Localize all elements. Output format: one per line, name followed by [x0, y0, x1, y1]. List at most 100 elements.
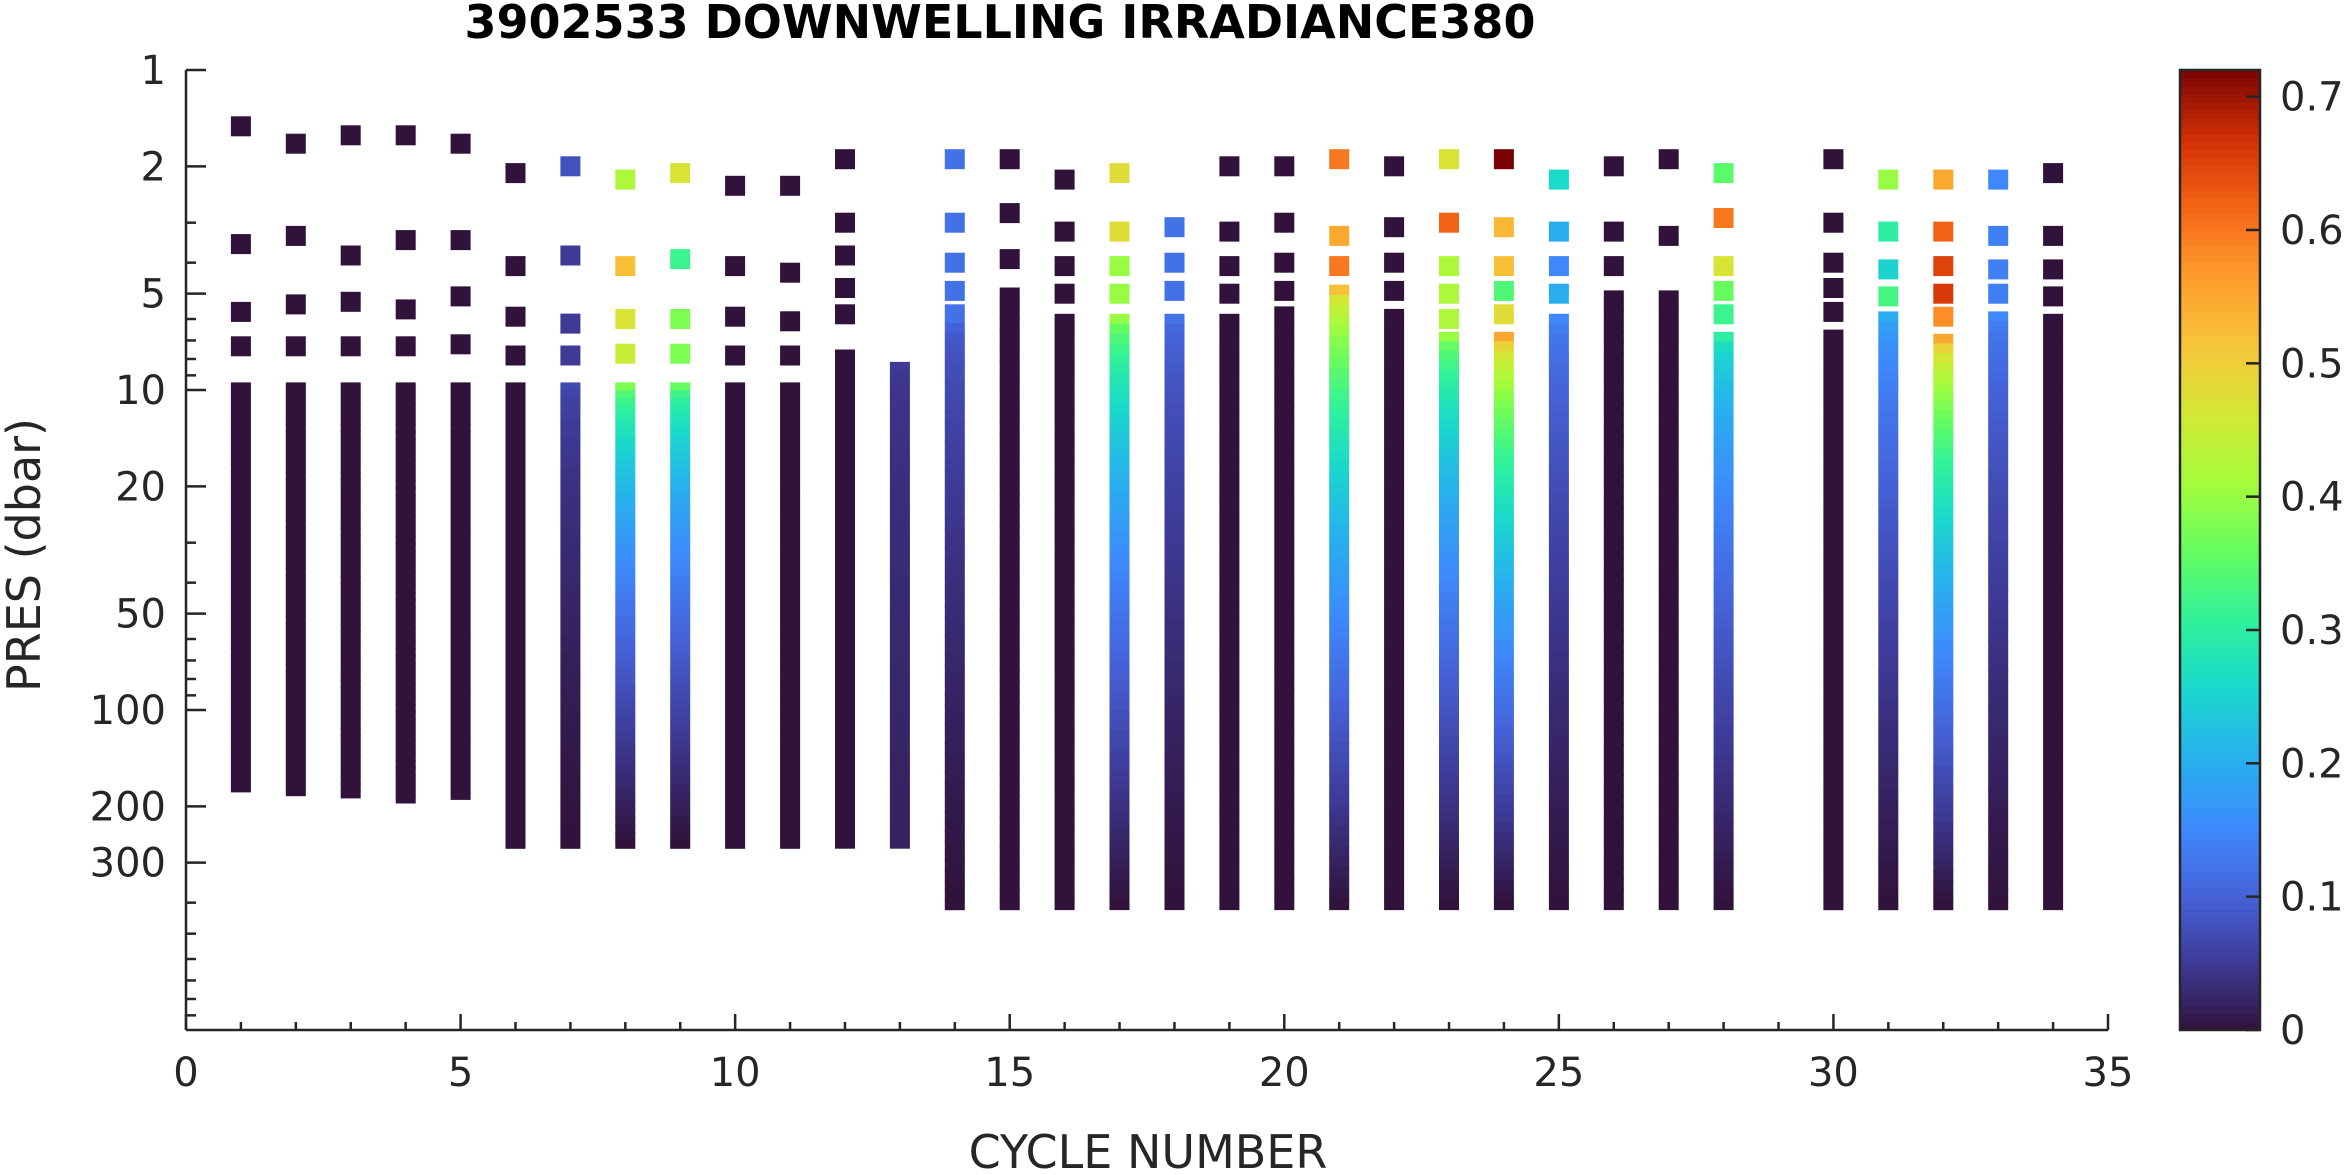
column-segment — [1439, 658, 1459, 670]
column-segment — [615, 428, 636, 438]
column-segment — [230, 661, 251, 670]
column-segment — [560, 739, 581, 748]
column-segment — [1713, 485, 1734, 497]
column-segment — [1878, 779, 1899, 791]
column-segment — [1603, 341, 1624, 354]
column-segment — [1109, 631, 1130, 643]
column-segment — [1274, 758, 1295, 770]
column-segment — [1988, 381, 2009, 393]
column-segment — [1603, 517, 1624, 529]
column-segment — [1329, 295, 1350, 307]
column-segment — [1439, 841, 1459, 853]
column-segment — [889, 378, 910, 388]
column-segment — [1274, 527, 1295, 539]
column-segment — [1054, 522, 1075, 534]
column-segment — [944, 782, 965, 793]
column-segment — [780, 413, 801, 423]
column-segment — [944, 879, 965, 891]
column-segment — [999, 453, 1020, 465]
column-segment — [780, 746, 801, 756]
column-segment — [889, 839, 910, 849]
column-segment — [1054, 561, 1075, 573]
column-segment — [1933, 353, 1954, 364]
column-segment — [725, 475, 746, 485]
column-segment — [230, 484, 251, 493]
column-segment — [999, 836, 1020, 848]
column-segment — [1933, 563, 1954, 575]
column-segment — [1219, 839, 1240, 851]
column-segment — [1933, 487, 1954, 498]
column-segment — [1054, 641, 1075, 653]
column-segment — [1439, 620, 1459, 632]
column-segment — [1548, 313, 1569, 325]
column-segment — [1713, 774, 1734, 786]
column-segment — [1164, 502, 1185, 514]
column-segment — [835, 498, 855, 509]
column-segment — [1054, 353, 1075, 365]
column-segment — [450, 604, 471, 613]
column-segment — [1713, 755, 1734, 766]
column-segment — [285, 554, 306, 563]
column-segment — [560, 390, 581, 400]
column-segment — [1384, 708, 1405, 721]
data-point — [1988, 225, 2009, 246]
column-segment — [835, 822, 855, 833]
column-segment — [505, 537, 526, 547]
column-segment — [450, 680, 471, 689]
column-segment — [230, 498, 251, 507]
column-segment — [1878, 460, 1899, 472]
column-segment — [1823, 812, 1844, 824]
column-segment — [1823, 686, 1844, 698]
column-segment — [1384, 688, 1405, 701]
column-segment — [944, 733, 965, 745]
colorbar-band — [2180, 334, 2260, 343]
profile-column — [670, 382, 691, 849]
column-segment — [2043, 889, 2064, 901]
column-segment — [1603, 774, 1624, 787]
column-segment — [944, 371, 965, 383]
column-segment — [1109, 482, 1130, 494]
column-segment — [835, 664, 855, 675]
column-segment — [560, 622, 581, 632]
column-segment — [1878, 361, 1899, 373]
column-segment — [999, 743, 1020, 755]
column-segment — [285, 712, 306, 721]
column-segment — [1219, 452, 1240, 464]
column-segment — [1493, 774, 1514, 786]
column-segment — [230, 736, 251, 745]
column-segment — [1384, 898, 1405, 911]
column-segment — [560, 723, 581, 733]
column-segment — [1878, 480, 1899, 492]
colorbar-band — [2180, 70, 2260, 79]
column-segment — [1878, 660, 1899, 672]
column-segment — [1878, 590, 1899, 602]
column-segment — [1219, 373, 1240, 385]
column-segment — [944, 352, 965, 364]
column-segment — [670, 405, 691, 415]
column-segment — [944, 713, 965, 725]
column-segment — [450, 396, 471, 405]
column-segment — [395, 781, 416, 790]
column-segment — [1933, 803, 1954, 815]
data-point — [1109, 256, 1130, 277]
column-segment — [1603, 888, 1624, 900]
column-segment — [560, 754, 581, 764]
column-segment — [1603, 805, 1624, 818]
column-segment — [999, 629, 1020, 641]
column-segment — [285, 409, 306, 418]
profile-cycle-14 — [944, 149, 965, 911]
column-segment — [1329, 575, 1350, 588]
column-segment — [1658, 836, 1679, 849]
column-segment — [1878, 640, 1899, 652]
column-segment — [1329, 680, 1350, 692]
column-segment — [889, 693, 910, 704]
column-segment — [1548, 452, 1569, 464]
column-segment — [395, 795, 416, 804]
column-segment — [1219, 353, 1240, 365]
column-segment — [999, 774, 1020, 786]
column-segment — [1658, 898, 1679, 911]
column-segment — [1933, 698, 1954, 709]
column-segment — [285, 485, 306, 494]
column-segment — [1054, 661, 1075, 673]
column-segment — [999, 898, 1020, 911]
